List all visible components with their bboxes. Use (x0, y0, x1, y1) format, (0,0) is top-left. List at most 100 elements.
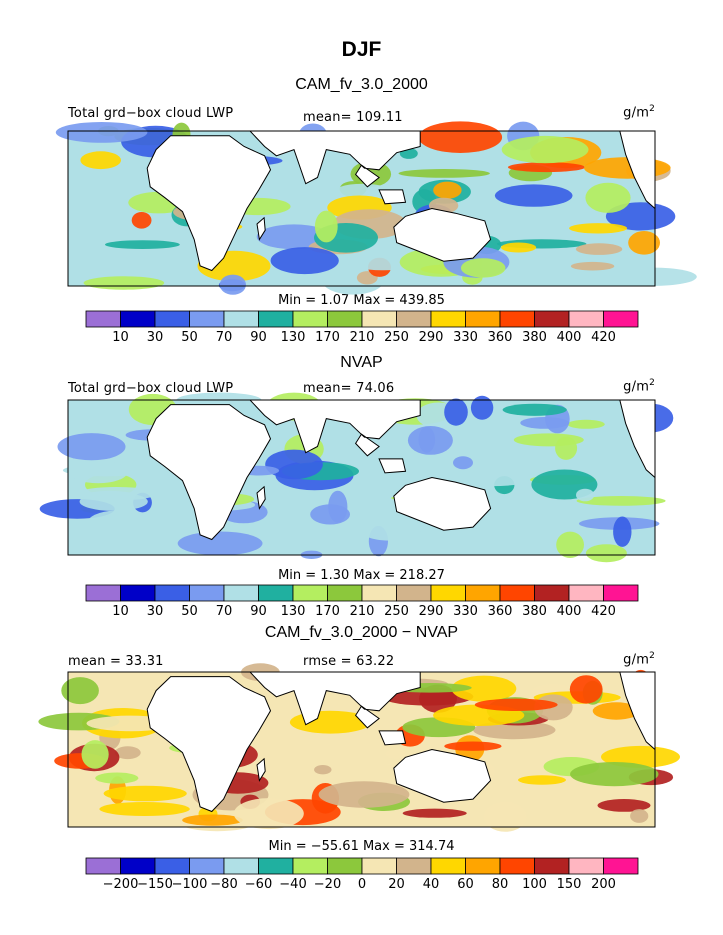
panel3-colorbar-swatch (327, 857, 363, 875)
panel3-field-cell (385, 748, 407, 759)
panel2-field-cell (470, 395, 494, 420)
panel2-field-cell (310, 504, 350, 525)
panel3-colorbar-label: 40 (423, 877, 440, 892)
panel2-colorbar-swatch (465, 584, 501, 602)
panel3-continents (146, 671, 656, 813)
panel2-field-cell (576, 496, 666, 506)
panel1-minmax: Min = 1.07 Max = 439.85 (278, 293, 445, 308)
panel3-field-cell (474, 698, 558, 711)
panel2-field-cell (453, 456, 473, 470)
panel1-field-cell (270, 247, 339, 275)
panel3-colorbar-label: 100 (522, 877, 547, 892)
panel2-map-frame (67, 399, 656, 556)
panel3-colorbar-swatch (568, 857, 604, 875)
panel1-colorbar-swatch (465, 310, 501, 328)
panel1-colorbar-label: 420 (591, 330, 616, 345)
panel2-colorbar-swatch (327, 584, 363, 602)
panel2-subtitle: NVAP (340, 354, 383, 371)
panel3-subtitle: CAM_fv_3.0_2000 − NVAP (264, 624, 459, 641)
panel3-colorbar-swatch (292, 857, 328, 875)
panel1-colorbar-label: 210 (350, 330, 375, 345)
panel1-colorbar-swatch (258, 310, 294, 328)
panel3-colorbar-label: −200 (103, 877, 139, 892)
panel1-field-cell (104, 240, 180, 250)
panel3-colorbar-label: 200 (591, 877, 616, 892)
panel2-field-cell (585, 544, 627, 563)
panel3-colorbar-swatch (189, 857, 225, 875)
panel1-colorbar-label: 10 (112, 330, 129, 345)
panel1-field-cell (131, 212, 152, 229)
panel2-field-cell (68, 460, 128, 484)
panel2-heatmap-blobs (39, 392, 674, 563)
panel2-field-cell (86, 510, 143, 538)
panel1-field-cell (494, 184, 573, 207)
panel2-colorbar-swatch (154, 584, 190, 602)
panel2-colorbar-swatch (292, 584, 328, 602)
panel2-colorbar-label: 210 (350, 604, 375, 619)
panel2-field-cell (152, 507, 173, 518)
panel2-colorbar-label: 330 (453, 604, 478, 619)
panel2-colorbar-swatch (603, 584, 639, 602)
panel2-mean-label: mean= 74.06 (303, 381, 395, 396)
panel3-colorbar-swatch (396, 857, 432, 875)
panel1-colorbar-label: 130 (281, 330, 306, 345)
panel2-colorbar-label: 30 (147, 604, 164, 619)
panel1-field-cell (433, 181, 462, 199)
panel3-field-cell (114, 746, 141, 760)
main-title: DJF (341, 38, 382, 61)
panel1-field-cell (570, 261, 615, 271)
panel1-field-cell (80, 151, 121, 170)
panel1-field-cell (585, 182, 631, 213)
panel1-field-cell (508, 162, 585, 173)
panel1-field-cell (501, 135, 589, 164)
panel3-colorbar-swatch (154, 857, 190, 875)
panel2-colorbar-label: 70 (216, 604, 233, 619)
panel1-continents (146, 130, 656, 272)
panel1-colorbar-swatch (85, 310, 121, 328)
panel1-colorbar-swatch (361, 310, 397, 328)
panel2-colorbar-swatch (568, 584, 604, 602)
panel2-field-cell (567, 419, 605, 429)
panel3-field-cell (569, 675, 603, 704)
panel3-colorbar-swatch (361, 857, 397, 875)
panel2-continents (146, 399, 656, 541)
panel2-field-cell (79, 492, 148, 511)
panel3-field-cell (103, 785, 187, 802)
panel1-field-cell (55, 121, 148, 143)
panel3-colorbar-swatch (85, 857, 121, 875)
panel2-minmax: Min = 1.30 Max = 218.27 (278, 568, 445, 583)
panel2-units: g/m2 (623, 378, 655, 395)
panel3-minmax: Min = −55.61 Max = 314.74 (268, 839, 455, 854)
panel3-colorbar-label: −150 (137, 877, 173, 892)
panel1-field-cell (609, 267, 697, 286)
panel1-colorbar-label: 290 (419, 330, 444, 345)
panel3-field-cell (81, 740, 109, 769)
panel1-field-cell (398, 169, 490, 178)
panel3-field-cell (318, 781, 410, 808)
panel1-colorbar-label: 360 (488, 330, 513, 345)
panel3-field-cell (314, 765, 332, 775)
panel3-mean-label: mean = 33.31 (68, 654, 164, 669)
panel2-colorbar-swatch (85, 584, 121, 602)
panel2-field-cell (407, 426, 453, 455)
panel2-field-cell (502, 403, 567, 416)
panel1-colorbar-swatch (534, 310, 570, 328)
panel3-rmse-label: rmse = 63.22 (303, 654, 395, 669)
panel3-field-cell (95, 772, 139, 784)
panel3-colorbar-label: −60 (245, 877, 272, 892)
panel3-colorbar-swatch (603, 857, 639, 875)
panel2-colorbar-swatch (361, 584, 397, 602)
panel2-field-cell (576, 488, 595, 502)
panel3-colorbar-label: −20 (314, 877, 341, 892)
panel3-colorbar-swatch (223, 857, 259, 875)
panel1-field-cell (500, 242, 537, 253)
panel3-colorbar-swatch (465, 857, 501, 875)
panel2-field-cell (177, 531, 263, 556)
panel3-field-cell (592, 702, 640, 720)
panel3-colorbar-label: 20 (388, 877, 405, 892)
panel3-field-cell (402, 808, 467, 818)
panel1-colorbar-label: 400 (557, 330, 582, 345)
panel2-colorbar-label: 420 (591, 604, 616, 619)
panel2-colorbar-swatch (499, 584, 535, 602)
